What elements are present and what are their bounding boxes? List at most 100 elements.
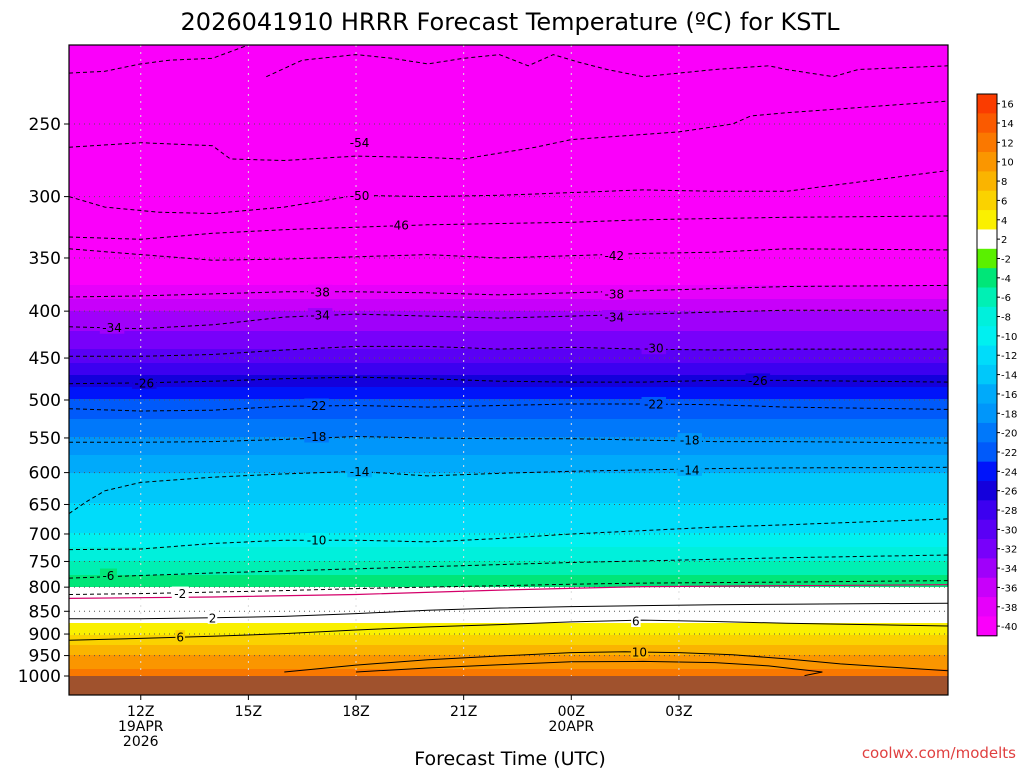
- plot-frame: [68, 44, 949, 696]
- colorbar-label: -12: [1001, 351, 1017, 362]
- x-tick-label: 18Z: [342, 704, 369, 720]
- colorbar-label: -40: [1001, 622, 1017, 633]
- contour-label-bg: [602, 286, 627, 300]
- y-axis: 250 300 350 400 450 500 550 600 650 700 750 800 850 9…: [18, 115, 69, 687]
- x-tick-label: 20APR: [549, 719, 595, 735]
- contour-label-bg: [175, 630, 185, 644]
- contour-label-bg: [677, 433, 702, 447]
- y-tick-label: 500: [29, 391, 61, 411]
- contour-label-bg: [641, 341, 667, 355]
- colorbar-label: -4: [1001, 274, 1011, 285]
- contour-label-bg: [304, 533, 329, 547]
- colorbar-label: 12: [1001, 138, 1014, 149]
- contour-label: -6: [102, 569, 114, 583]
- colorbar-swatch: [977, 519, 997, 540]
- contour--2: [69, 580, 948, 595]
- contour-label-bg: [602, 310, 627, 324]
- colorbar-swatch: [977, 190, 997, 211]
- y-tick-label: 350: [29, 249, 61, 269]
- colorbar-swatch: [977, 539, 997, 559]
- contour-label-bg: [631, 614, 641, 628]
- colorbar-label: -36: [1001, 583, 1017, 594]
- colorbar-label: 10: [1001, 158, 1014, 169]
- contour--38: [69, 284, 948, 298]
- contour--54: [546, 45, 552, 46]
- colorbar-swatch: [977, 171, 997, 192]
- contour-label: -26: [748, 374, 768, 388]
- y-tick-label: 1000: [18, 667, 61, 687]
- y-tick-label: 650: [29, 495, 61, 515]
- colorbar-swatch: [977, 500, 997, 521]
- freezing-line: [69, 584, 948, 599]
- contour-label: 6: [632, 615, 640, 629]
- colorbar-swatch: [977, 94, 997, 114]
- colorbar-label: 16: [1001, 100, 1014, 111]
- colorbar-legend: 16 14 12 10 8 6 4 2 -2 -4 -6 -8 -10 -12 -14 -16 -18 -20 -2…: [976, 93, 1017, 637]
- colorbar-swatch: [977, 422, 997, 443]
- contour-label-bg: [304, 429, 329, 443]
- contour-6: [69, 619, 948, 641]
- contour-label-bg: [630, 645, 648, 659]
- contour-label: -42: [605, 249, 625, 263]
- x-tick-label: 00Z: [558, 704, 585, 720]
- colorbar-label: 14: [1001, 119, 1014, 130]
- colorbar-label: -14: [1001, 371, 1017, 382]
- colorbar-label: -6: [1001, 293, 1011, 304]
- colorbar-label: -16: [1001, 390, 1017, 401]
- contour--26: [69, 376, 948, 385]
- contour-label: -34: [605, 311, 625, 325]
- colorbar-swatch: [977, 287, 997, 308]
- ground-fill: [69, 676, 948, 695]
- contour-10: [284, 651, 948, 673]
- x-tick-label: 03Z: [665, 704, 692, 720]
- contour-2: [69, 602, 948, 620]
- contour-label: -34: [310, 309, 330, 323]
- colorbar-swatch: [977, 364, 997, 385]
- y-tick-label: 900: [29, 625, 61, 645]
- contour-label: -10: [307, 534, 327, 548]
- colorbar-swatch: [977, 248, 997, 269]
- contour-label: 6: [176, 631, 184, 645]
- contour--46: [69, 215, 948, 240]
- colorbar-swatch: [977, 597, 997, 617]
- contour-label-bg: [307, 308, 333, 322]
- contour-label-bg: [99, 568, 117, 582]
- colorbar-label: 8: [1001, 177, 1007, 188]
- contour-label-bg: [171, 586, 189, 600]
- y-tick-label: 750: [29, 552, 61, 572]
- contour-label-bg: [641, 396, 667, 410]
- contour--30: [69, 345, 948, 357]
- contour-label-bg: [99, 320, 125, 334]
- y-tick-label: 250: [29, 115, 61, 135]
- contour-label: -2: [174, 587, 186, 601]
- colorbar-swatch: [977, 384, 997, 404]
- colorbar-label: -32: [1001, 545, 1017, 556]
- contour--10: [69, 518, 948, 551]
- colorbar-label: -34: [1001, 564, 1017, 575]
- colorbar-swatch: [977, 210, 997, 230]
- colorbar-frame: [976, 93, 998, 637]
- colorbar-swatch: [977, 113, 997, 134]
- colorbar-label: -38: [1001, 603, 1017, 614]
- y-tick-label: 450: [29, 349, 61, 369]
- contour-label-bg: [347, 188, 372, 202]
- contour-label-bg: [347, 464, 372, 478]
- y-tick-label: 600: [29, 464, 61, 484]
- colorbar-label: -18: [1001, 409, 1017, 420]
- contour-label: -18: [307, 430, 327, 444]
- watermark[interactable]: coolwx.com/modelts: [862, 744, 1016, 762]
- contour-label-bg: [347, 135, 372, 149]
- colorbar-label: 4: [1001, 216, 1007, 227]
- colorbar-swatch: [977, 132, 997, 153]
- contour-label: -26: [135, 376, 155, 390]
- contour-label: -14: [350, 465, 370, 479]
- colorbar-swatch: [977, 577, 997, 598]
- colorbar-swatch: [977, 558, 997, 579]
- contour-label: -18: [680, 434, 700, 448]
- y-tick-label: 700: [29, 525, 61, 545]
- y-tick-label: 300: [29, 188, 61, 208]
- colorbar-label: -30: [1001, 525, 1017, 536]
- x-tick-label: 15Z: [235, 704, 262, 720]
- colorbar-swatch: [977, 616, 997, 637]
